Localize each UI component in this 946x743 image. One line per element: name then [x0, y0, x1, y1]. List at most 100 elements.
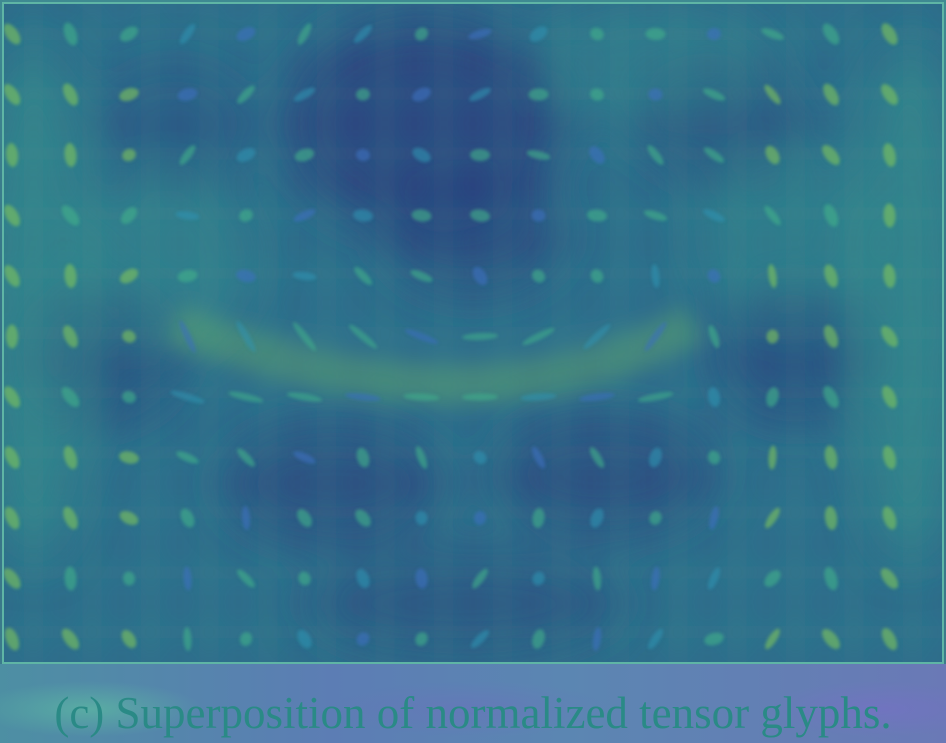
tensor-glyph [645, 27, 666, 41]
tensor-glyph [709, 506, 719, 530]
tensor-glyph [532, 508, 545, 528]
tensor-glyph [61, 628, 80, 650]
tensor-glyph [293, 209, 316, 222]
tensor-glyph [353, 209, 373, 222]
tensor-glyph [823, 325, 839, 348]
grid-row-band [4, 564, 942, 581]
tensor-glyph [4, 627, 20, 651]
tensor-glyph [356, 88, 370, 101]
tensor-glyph [707, 450, 721, 465]
tensor-glyph [236, 320, 256, 353]
tensor-glyph [415, 632, 428, 646]
tensor-glyph [4, 506, 20, 530]
tensor-glyph [356, 568, 370, 589]
tensor-glyph [119, 510, 139, 526]
tensor-glyph [880, 568, 899, 589]
tensor-glyph [298, 571, 311, 586]
tensor-glyph [522, 328, 555, 345]
tensor-glyph [648, 88, 663, 101]
tensor-glyph [822, 23, 840, 45]
tensor-glyph [4, 568, 21, 589]
tensor-glyph [404, 329, 439, 344]
tensor-glyph [589, 146, 605, 164]
tensor-glyph [587, 209, 607, 222]
tensor-glyph [121, 629, 137, 649]
tensor-glyph [822, 628, 840, 650]
tensor-glyph [354, 266, 372, 286]
tensor-glyph [4, 265, 20, 287]
tensor-glyph [415, 568, 428, 589]
tensor-glyph [349, 324, 377, 349]
tensor-glyph [579, 392, 615, 402]
tensor-glyph [883, 264, 896, 288]
tensor-glyph [293, 451, 316, 464]
tensor-glyph [765, 628, 780, 650]
tensor-glyph [707, 27, 721, 41]
tensor-glyph [4, 386, 21, 408]
tensor-glyph [415, 511, 428, 525]
tensor-glyph [644, 210, 667, 221]
tensor-glyph [61, 386, 80, 408]
tensor-glyph [297, 23, 312, 45]
tensor-glyph [644, 321, 667, 352]
tensor-glyph [119, 451, 139, 464]
tensor-glyph [532, 571, 545, 586]
tensor-glyph [765, 507, 780, 529]
tensor-glyph [411, 209, 432, 222]
tensor-glyph [4, 446, 20, 469]
tensor-glyph [297, 629, 312, 649]
tensor-glyph-field [2, 2, 944, 664]
tensor-glyph [824, 264, 838, 288]
tensor-glyph [472, 266, 488, 286]
tensor-glyph [462, 393, 498, 401]
tensor-glyph [529, 26, 548, 42]
tensor-glyph [651, 566, 660, 591]
tensor-glyph [824, 566, 838, 591]
tensor-glyph [410, 269, 433, 283]
tensor-glyph [637, 392, 674, 402]
shading-blob [494, 414, 714, 534]
tensor-glyph [412, 87, 431, 102]
tensor-glyph [179, 23, 196, 45]
tensor-glyph [63, 445, 78, 470]
tensor-glyph [704, 632, 724, 646]
tensor-glyph [237, 448, 255, 467]
tensor-glyph [702, 88, 726, 101]
tensor-glyph [764, 84, 781, 105]
tensor-glyph [589, 447, 605, 468]
tensor-glyph [881, 23, 898, 45]
tensor-glyph [414, 27, 429, 41]
tensor-glyph [590, 88, 604, 101]
tensor-glyph [764, 570, 781, 587]
figure-caption: (c) Superposition of normalized tensor g… [54, 688, 892, 738]
tensor-glyph [583, 323, 611, 350]
tensor-glyph [526, 150, 551, 160]
tensor-glyph [765, 145, 780, 165]
tensor-glyph [64, 264, 77, 288]
tensor-glyph [468, 28, 492, 40]
tensor-glyph [823, 83, 839, 106]
tensor-glyph [236, 269, 256, 283]
tensor-glyph [651, 264, 660, 288]
tensor-glyph [63, 506, 78, 530]
tensor-glyph [294, 148, 315, 162]
tensor-glyph [707, 269, 721, 283]
tensor-glyph [592, 627, 602, 651]
tensor-glyph [462, 332, 498, 341]
tensor-glyph [239, 209, 253, 222]
tensor-glyph [122, 148, 136, 162]
tensor-glyph [4, 23, 21, 45]
tensor-glyph [177, 269, 198, 283]
tensor-glyph [768, 445, 777, 470]
tensor-glyph [293, 87, 316, 102]
tensor-glyph [592, 566, 602, 591]
tensor-glyph [881, 325, 898, 348]
tensor-glyph [236, 27, 256, 41]
tensor-glyph [473, 511, 487, 525]
tensor-glyph [183, 566, 192, 591]
tensor-glyph [122, 330, 136, 343]
grid-row-band [4, 624, 942, 641]
tensor-glyph [297, 509, 312, 527]
tensor-glyph [883, 143, 896, 167]
